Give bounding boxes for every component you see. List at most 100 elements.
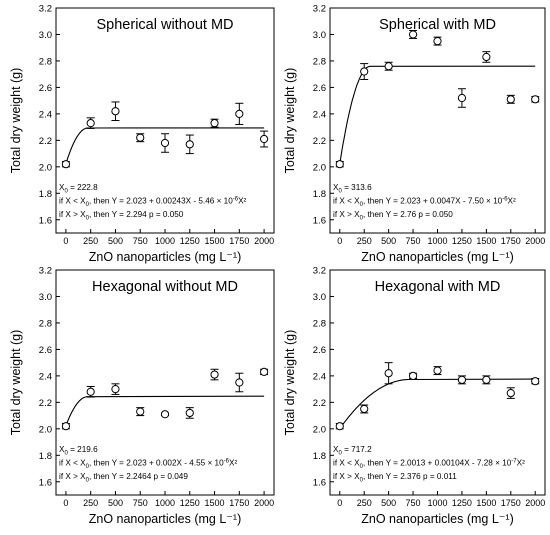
y-tick-label: 2.4 (313, 371, 326, 382)
data-point (259, 134, 269, 144)
data-point (235, 109, 244, 118)
data-point (482, 52, 491, 62)
x-tick-label: 0 (63, 236, 68, 246)
chart-title: Hexagonal without MD (92, 279, 238, 295)
x-tick-label: 2000 (525, 236, 545, 246)
y-tick-label: 3.0 (39, 292, 52, 303)
x-tick-label: 1250 (452, 498, 472, 508)
x-tick-label: 500 (108, 236, 123, 246)
y-tick-label: 1.8 (313, 189, 326, 200)
y-tick-label: 1.8 (39, 451, 52, 462)
data-point (160, 410, 170, 419)
y-tick-label: 2.8 (313, 56, 326, 67)
x-tick-label: 750 (406, 236, 421, 246)
y-tick-label: 3.0 (39, 30, 52, 41)
x-tick-label: 500 (381, 236, 396, 246)
x-tick-label: 500 (381, 498, 396, 508)
y-tick-label: 1.8 (39, 189, 52, 200)
x-tick-label: 750 (133, 236, 148, 246)
chart-panel-1: 1.6 1.8 2.0 2.2 2.4 2.6 2.8 3.0 3.2 0 250 500 750 100… (9, 4, 275, 264)
y-tick-label: 1.6 (39, 477, 52, 488)
data-point (457, 93, 467, 103)
data-point (506, 388, 515, 398)
fit-curve (339, 378, 536, 429)
x-tick-label: 1250 (452, 236, 472, 246)
data-point (384, 369, 393, 378)
x-tick-label: 250 (83, 236, 98, 246)
chart-panel-3: 1.6 1.8 2.0 2.2 2.4 2.6 2.8 3.0 3.2 0 250 500 750 100… (9, 266, 275, 526)
x-axis-label: ZnO nanoparticles (mg L⁻¹) (361, 512, 513, 526)
x-tick-label: 1000 (155, 498, 175, 508)
y-tick-label: 2.2 (39, 398, 52, 409)
y-axis-label: Total dry weight (g) (283, 330, 297, 436)
x-tick-label: 1750 (501, 236, 521, 246)
y-tick-label: 2.2 (313, 398, 326, 409)
data-point (259, 367, 269, 377)
y-tick-label: 1.6 (39, 215, 52, 226)
data-point (506, 95, 515, 104)
annotation-line: if X < X0, then Y = 2.0013 + 0.00104X - … (333, 459, 525, 471)
x-tick-label: 250 (357, 498, 372, 508)
x-tick-label: 250 (83, 498, 98, 508)
data-point (360, 404, 369, 414)
x-tick-label: 750 (406, 498, 421, 508)
y-tick-label: 2.6 (39, 83, 52, 94)
x-tick-label: 250 (357, 236, 372, 246)
x-axis-label: ZnO nanoparticles (mg L⁻¹) (89, 512, 241, 526)
x-tick-label: 0 (63, 498, 68, 508)
y-tick-label: 3.2 (313, 4, 326, 15)
data-point (335, 422, 344, 431)
data-point (384, 62, 393, 71)
y-tick-label: 2.0 (313, 162, 326, 173)
y-tick-label: 3.0 (313, 30, 326, 41)
y-tick-label: 2.8 (313, 318, 326, 329)
chart-title: Hexagonal with MD (375, 279, 501, 295)
data-point (111, 107, 120, 116)
y-tick-label: 2.2 (313, 136, 326, 147)
x-tick-label: 1500 (476, 236, 496, 246)
annotation-line: if X < X0, then Y = 2.023 + 0.00243X - 5… (59, 197, 247, 209)
y-tick-label: 2.0 (39, 424, 52, 435)
annotation-line: X0 = 717.2 (333, 445, 372, 457)
x-tick-label: 1250 (180, 498, 200, 508)
x-tick-label: 2000 (254, 498, 274, 508)
data-point (111, 385, 120, 394)
annotation-line: if X > X0, then Y = 2.376 p = 0.011 (333, 472, 457, 484)
y-tick-label: 2.2 (39, 136, 52, 147)
x-tick-label: 1000 (427, 236, 447, 246)
annotation-line: if X < X0, then Y = 2.023 + 0.002X - 4.5… (59, 459, 237, 471)
y-tick-label: 3.2 (39, 266, 52, 277)
y-tick-label: 2.8 (39, 56, 52, 67)
annotation-line: if X < X0, then Y = 2.023 + 0.0047X - 7.… (333, 197, 516, 209)
annotation-line: X0 = 313.6 (333, 183, 372, 195)
data-point (482, 375, 491, 384)
y-tick-label: 3.2 (313, 266, 326, 277)
x-tick-label: 2000 (254, 236, 274, 246)
y-tick-label: 2.6 (39, 345, 52, 356)
y-axis-label: Total dry weight (g) (9, 330, 23, 436)
x-tick-label: 0 (337, 236, 342, 246)
data-point (210, 119, 219, 128)
x-tick-label: 1500 (205, 498, 225, 508)
x-tick-label: 1750 (501, 498, 521, 508)
annotation-line: if X > X0, then Y = 2.294 p = 0.050 (59, 210, 184, 222)
data-point (61, 160, 71, 169)
data-point (335, 160, 344, 169)
fit-curve (65, 395, 265, 427)
x-axis-label: ZnO nanoparticles (mg L⁻¹) (89, 250, 241, 264)
chart-title: Spherical without MD (97, 17, 234, 33)
data-point (408, 30, 418, 39)
y-tick-label: 3.2 (39, 4, 52, 15)
x-tick-label: 1250 (180, 236, 200, 246)
annotation-line: X0 = 222.8 (59, 183, 98, 195)
x-tick-label: 2000 (525, 498, 545, 508)
y-tick-label: 3.0 (313, 292, 326, 303)
x-tick-label: 1750 (229, 236, 249, 246)
data-point (433, 36, 442, 46)
x-tick-label: 1500 (205, 236, 225, 246)
x-axis-label: ZnO nanoparticles (mg L⁻¹) (361, 250, 513, 264)
chart-panel-2: 1.6 1.8 2.0 2.2 2.4 2.6 2.8 3.0 3.2 0 250 500 750 100… (283, 4, 546, 264)
data-point (136, 407, 145, 416)
y-tick-label: 2.6 (313, 345, 326, 356)
